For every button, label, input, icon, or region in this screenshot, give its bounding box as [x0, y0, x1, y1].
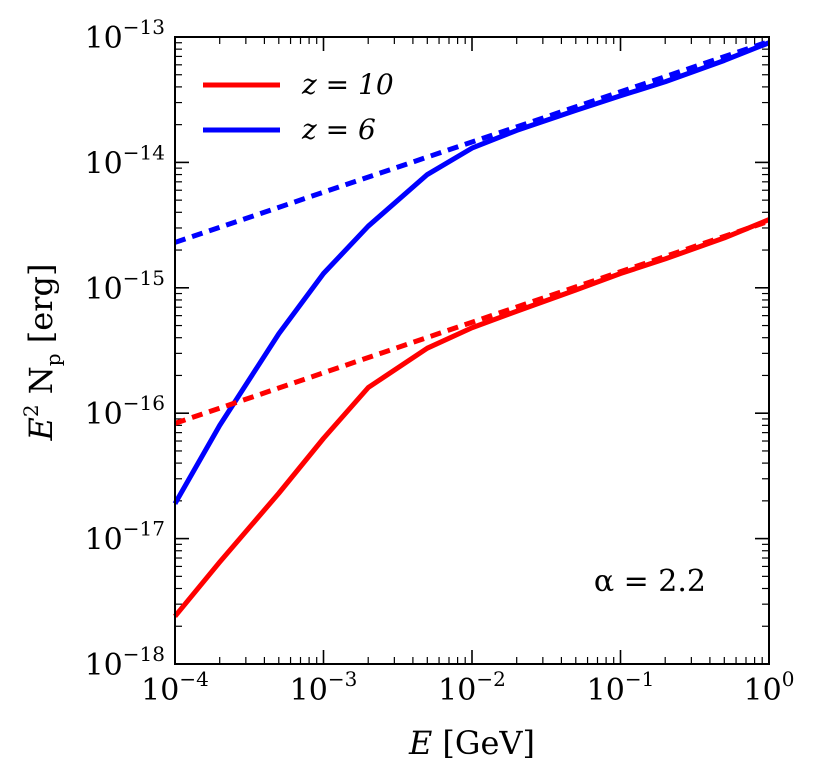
plot-frame	[174, 36, 770, 665]
x-tick-label: 10−4	[141, 667, 209, 708]
y-axis-label: E2 Np [erg]	[19, 264, 65, 442]
y-tick-label: 10−13	[85, 15, 165, 56]
legend-label-z10: z = 10	[301, 68, 394, 101]
legend: z = 10 z = 6	[203, 68, 394, 146]
series-line-3-dashed	[174, 39, 770, 245]
x-tick-label: 10−2	[438, 667, 506, 708]
y-tick-label: 10−16	[85, 391, 165, 432]
y-tick-labels: 10−18 10−17 10−16 10−15 10−14 10−13	[85, 15, 165, 683]
x-tick-label: 10−1	[587, 667, 655, 708]
series-line-2-dashed	[174, 218, 770, 426]
x-axis-label: E [GeV]	[408, 724, 535, 762]
y-tick-label: 10−18	[85, 642, 165, 683]
series-layer	[172, 39, 770, 618]
x-tick-label: 10−3	[290, 667, 358, 708]
series-line-1-solid	[172, 40, 770, 505]
x-tick-labels: 10−4 10−3 10−2 10−1 100	[141, 667, 794, 708]
x-tick-label: 100	[744, 667, 795, 708]
legend-label-z6: z = 6	[301, 113, 376, 146]
y-tick-label: 10−17	[85, 517, 165, 558]
minor-ticks	[175, 37, 769, 664]
series-line-0-solid	[173, 217, 770, 618]
alpha-annotation: α = 2.2	[594, 564, 706, 599]
y-tick-label: 10−14	[85, 140, 165, 181]
y-tick-label: 10−15	[85, 266, 165, 307]
